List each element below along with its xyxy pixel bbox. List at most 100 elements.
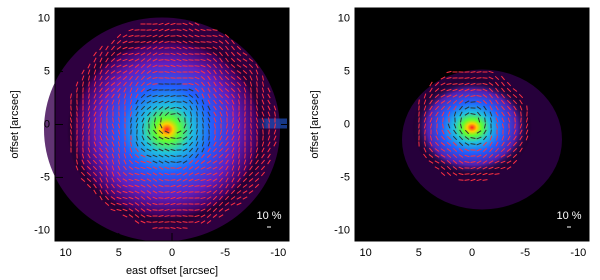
polarization-vector [110,64,116,68]
polarization-vector [440,135,446,141]
polarization-vector [213,99,217,105]
polarization-vector [470,88,476,92]
polarization-vector [470,143,476,145]
polarization-vector [224,87,230,93]
polarization-vector [200,185,206,187]
polarization-vector [86,177,92,183]
polarization-vector [117,129,121,135]
polarization-vector [129,81,133,87]
polarization-vector [146,46,152,50]
polarization-vector [423,147,427,153]
polarization-vector [194,47,200,49]
polarization-vector [135,117,139,123]
polarization-vector [476,95,482,97]
polarization-vector [146,64,152,68]
polarization-vector [254,165,260,171]
polarization-vector [244,111,246,117]
polarization-vector [117,135,121,141]
polarization-vector [249,153,253,159]
polarization-vector [146,172,152,176]
polarization-vector [452,147,458,153]
polarization-vector [182,94,188,98]
polarization-vector [434,148,440,152]
polarization-vector [207,123,211,129]
polarization-vector [170,77,176,79]
polarization-vector [176,106,182,110]
polarization-vector [111,159,115,165]
polarization-vector [99,87,103,93]
polarization-vector [440,88,446,92]
polarization-vector [158,190,164,194]
polarization-vector [116,64,122,68]
polarization-vector [99,195,103,201]
polarization-vector [129,111,133,117]
polarization-vector [88,141,90,147]
polarization-vector [434,99,440,105]
polarization-vector [140,202,146,206]
polarization-vector [224,208,230,212]
polarization-vector [182,136,188,140]
polarization-vector [176,196,182,200]
polarization-vector [440,105,446,111]
y-axis-label: offset [arcsec] [309,90,321,158]
polarization-vector [207,99,211,105]
polarization-vector [75,81,79,87]
polarization-vector [158,142,164,146]
polarization-vector [152,58,158,62]
polarization-vector [152,46,158,50]
polarization-vector [500,160,506,164]
polarization-vector [182,142,188,146]
polarization-vector [219,75,223,81]
polarization-vector [122,46,128,50]
polarization-vector [230,64,236,68]
polarization-vector [124,99,126,105]
polarization-vector [170,58,176,62]
polarization-vector [242,69,248,75]
polarization-vector [189,135,193,141]
polarization-vector [106,111,108,117]
polarization-vector [92,165,98,171]
polarization-vector [231,39,235,45]
polarization-vector [93,111,97,117]
polarization-vector [122,75,128,81]
polarization-vector [86,165,92,171]
polarization-vector [490,129,492,135]
polarization-vector [152,76,158,80]
polarization-vector [255,111,259,117]
polarization-vector [188,153,194,159]
polarization-vector [140,184,146,188]
polarization-vector [261,105,265,111]
polarization-vector [218,201,224,207]
polarization-vector [213,111,217,117]
polarization-vector [423,123,427,129]
polarization-vector [483,105,487,111]
polarization-vector [446,142,452,146]
polarization-vector [212,184,218,188]
polarization-vector [128,190,134,194]
polarization-vector [494,147,500,153]
polarization-vector [219,63,223,69]
polarization-vector [242,177,248,183]
polarization-vector [249,81,253,87]
polarization-vector [464,77,470,79]
polarization-vector [231,93,235,99]
polarization-vector [243,165,247,171]
polarization-vector [435,117,439,123]
polarization-vector [201,81,205,87]
polarization-vector [141,135,145,141]
polarization-vector [129,93,133,99]
polarization-vector [476,106,482,110]
polarization-vector [249,69,253,75]
polarization-vector [146,221,152,223]
polarization-vector [110,57,116,63]
polarization-vector [93,69,97,75]
polarization-vector [141,117,145,123]
polarization-vector [111,39,115,45]
polarization-vector [105,147,109,153]
polarization-vector [207,75,211,81]
polarization-vector [200,64,206,68]
polarization-vector [494,75,500,81]
polarization-vector [218,81,224,87]
polarization-vector [116,46,122,50]
polarization-vector [158,22,164,26]
